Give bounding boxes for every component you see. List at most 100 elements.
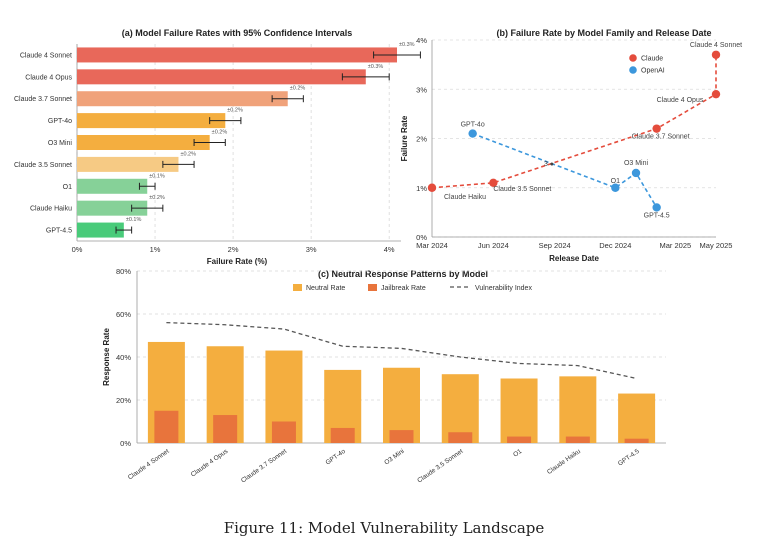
chart-a-category-label: O3 Mini [48,140,73,147]
chart-a: (a) Model Failure Rates with 95% Confide… [14,28,421,266]
chart-b-point [468,129,477,138]
chart-c-jailbreak-bar [213,415,238,443]
chart-c-vulnerability-line [166,321,637,380]
chart-a-category-label: Claude Haiku [30,206,72,213]
chart-c-legend-swatch [368,284,377,291]
chart-b-legend-marker [629,54,637,62]
chart-b-point-label: Claude Haiku [444,194,486,201]
chart-a-bar [77,178,148,194]
chart-c-jailbreak-bar [271,421,296,443]
chart-b-point-label: O3 Mini [624,160,649,167]
chart-b-x-tick: Dec 2024 [599,241,631,250]
chart-a-category-label: Claude 3.7 Sonnet [14,96,72,103]
chart-c-y-tick: 60% [116,310,131,319]
chart-c-neutral-bar [500,378,538,443]
chart-c-x-tick: O3 Mini [383,448,405,467]
chart-a-category-label: Claude 4 Sonnet [20,52,72,59]
chart-a-bar [77,156,179,172]
chart-a-category-label: GPT-4o [48,118,72,125]
chart-c-x-tick: O1 [512,448,523,459]
chart-a-xlabel: Failure Rate (%) [207,257,268,266]
chart-a-category-label: O1 [63,184,72,191]
chart-a-x-tick: 3% [306,245,317,254]
chart-c-y-tick: 80% [116,267,131,276]
chart-c-legend-label: Vulnerability Index [475,285,532,292]
chart-a-data-label: ±0.1% [149,173,165,179]
chart-a-category-label: Claude 3.5 Sonnet [14,162,72,169]
chart-a-data-label: ±0.2% [227,108,243,114]
chart-a-data-label: ±0.3% [399,42,415,48]
chart-b-y-tick: 1% [416,184,427,193]
chart-c-jailbreak-bar [624,438,649,443]
chart-b-x-tick: May 2025 [700,241,733,250]
chart-c-y-tick: 40% [116,353,131,362]
chart-a-category-label: GPT-4.5 [46,228,72,235]
chart-b-point-label: GPT-4.5 [644,212,670,219]
chart-b-point-label: O1 [611,178,620,185]
chart-b-point-label: Claude 4 Opus [657,97,704,104]
figure-caption: Figure 11: Model Vulnerability Landscape [223,519,545,537]
chart-c-neutral-bar [559,376,597,443]
chart-a-bar [77,135,210,150]
chart-c-neutral-bar [618,393,656,443]
chart-b-xlabel: Release Date [549,254,599,263]
chart-c-x-tick: Claude 3.5 Sonnet [416,448,464,485]
chart-b-x-tick: Mar 2025 [659,241,691,250]
chart-c-y-tick: 0% [120,439,131,448]
chart-b-annotation: 3 ● [544,161,554,168]
chart-c-jailbreak-bar [330,427,355,443]
chart-a-x-tick: 4% [384,245,395,254]
chart-b-point [611,183,620,192]
chart-b-point [427,183,437,192]
chart-c-ylabel: Response Rate [102,328,111,386]
chart-b-x-tick: Mar 2024 [416,241,448,250]
chart-a-bar [77,113,226,129]
chart-b-y-tick: 3% [416,85,427,94]
chart-a-x-tick: 2% [228,245,239,254]
chart-c-legend-label: Neutral Rate [306,285,345,292]
chart-b-legend-label: OpenAI [641,68,665,75]
chart-a-x-tick: 0% [72,245,83,254]
chart-c-x-tick: Claude 4 Opus [190,447,230,478]
chart-c-x-tick: Claude 3.7 Sonnet [240,448,288,485]
chart-a-bar [77,91,288,107]
chart-a-bar [77,222,124,238]
chart-b-legend-label: Claude [641,56,663,63]
chart-a-data-label: ±0.1% [126,217,142,223]
chart-b-point-label: Claude 4 Sonnet [690,42,742,49]
chart-a-title: (a) Model Failure Rates with 95% Confide… [122,28,353,38]
chart-a-category-label: Claude 4 Opus [25,74,72,81]
chart-c-jailbreak-bar [448,432,473,443]
chart-a-data-label: ±0.2% [149,195,165,201]
chart-b-y-tick: 2% [416,135,427,144]
chart-b-legend-marker [629,66,637,74]
chart-b-y-tick: 4% [416,36,427,45]
chart-a-bar [77,69,366,85]
chart-c-neutral-bar [441,374,479,443]
chart-b-y-tick: 0% [416,233,427,242]
chart-c-x-tick: Claude Haiku [546,448,582,476]
chart-b: (b) Failure Rate by Model Family and Rel… [400,28,742,263]
chart-c-x-tick: GPT-4o [325,448,348,467]
chart-a-data-label: ±0.3% [368,64,384,70]
chart-c-x-tick: Claude 4 Sonnet [127,448,171,482]
chart-a-bar [77,47,397,63]
chart-c-jailbreak-bar [565,436,590,443]
chart-b-point [652,203,661,212]
chart-c-jailbreak-bar [389,430,414,443]
chart-a-data-label: ±0.2% [290,86,306,92]
chart-b-point [489,178,498,188]
chart-a-data-label: ±0.2% [212,130,228,136]
chart-b-point [711,89,721,99]
chart-a-x-tick: 1% [150,245,161,254]
chart-a-bar [77,200,148,216]
chart-c-x-tick: GPT-4.5 [617,448,641,468]
chart-a-data-label: ±0.2% [180,151,196,157]
chart-b-point [631,168,641,178]
chart-b-title: (b) Failure Rate by Model Family and Rel… [496,28,711,38]
chart-b-series-line [472,132,658,208]
chart-b-ylabel: Failure Rate [400,115,409,161]
chart-c-jailbreak-bar [154,410,179,443]
chart-b-point-label: GPT-4o [461,122,485,129]
